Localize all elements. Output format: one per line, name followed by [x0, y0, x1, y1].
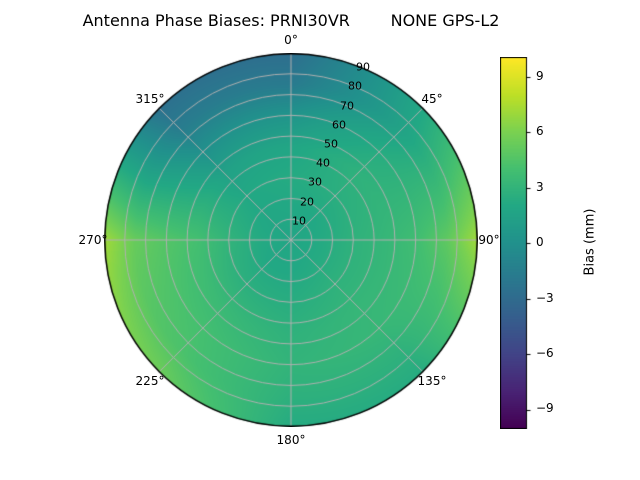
radial-tick-label: 60: [332, 118, 346, 132]
colorbar-tick-label: 9: [536, 69, 544, 83]
theta-tick-label: 270°: [78, 233, 108, 247]
theta-tick-label: 180°: [276, 433, 306, 447]
colorbar-canvas: [500, 57, 532, 429]
theta-tick-label: 315°: [135, 92, 165, 106]
radial-tick-label: 50: [324, 137, 338, 151]
radial-tick-label: 40: [316, 156, 330, 170]
radial-tick-label: 20: [300, 195, 314, 209]
radial-tick-label: 10: [292, 214, 306, 228]
theta-tick-label: 45°: [421, 92, 443, 106]
colorbar-tick-label: 6: [536, 124, 544, 138]
theta-tick-label: 90°: [478, 233, 500, 247]
colorbar-tick-label: 3: [536, 180, 544, 194]
radial-tick-label: 70: [340, 99, 354, 113]
theta-tick-label: 135°: [417, 374, 447, 388]
radial-tick-label: 80: [348, 79, 362, 93]
polar-heatmap-canvas: [104, 53, 478, 427]
theta-tick-label: 225°: [135, 374, 165, 388]
theta-tick-label: 0°: [284, 33, 298, 47]
chart-title: Antenna Phase Biases: PRNI30VR NONE GPS-…: [82, 11, 500, 30]
colorbar-tick-label: 0: [536, 235, 544, 249]
colorbar-tick-label: −6: [536, 346, 554, 360]
radial-tick-label: 30: [308, 175, 322, 189]
colorbar-axis-label: Bias (mm): [582, 208, 598, 276]
colorbar-tick-label: −9: [536, 401, 554, 415]
radial-tick-label: 90: [356, 60, 370, 74]
colorbar-tick-label: −3: [536, 291, 554, 305]
